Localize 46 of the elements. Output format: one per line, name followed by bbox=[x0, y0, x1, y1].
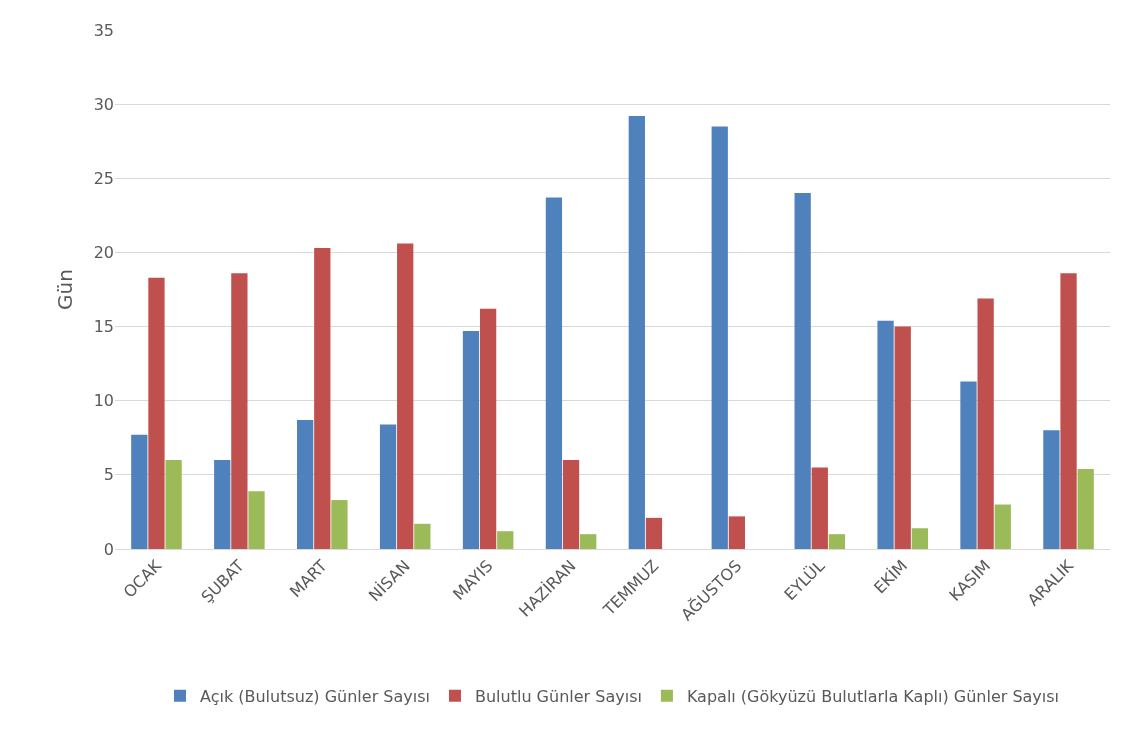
bar bbox=[628, 116, 645, 549]
y-tick-label: 35 bbox=[93, 20, 114, 40]
y-tick-label: 15 bbox=[93, 317, 114, 337]
bar bbox=[1043, 430, 1060, 549]
bar bbox=[811, 467, 828, 549]
bar bbox=[331, 500, 348, 549]
y-tick-label: 0 bbox=[103, 539, 114, 559]
bar bbox=[794, 193, 811, 549]
y-tick-label: 10 bbox=[93, 391, 114, 411]
bar bbox=[960, 381, 977, 549]
bar bbox=[728, 516, 746, 549]
bar bbox=[462, 331, 480, 549]
bar bbox=[214, 460, 231, 549]
y-axis-title: Gün bbox=[53, 269, 78, 310]
bar bbox=[231, 273, 248, 549]
y-tick-label: 25 bbox=[93, 168, 114, 188]
bar bbox=[562, 460, 580, 549]
bar bbox=[248, 491, 265, 549]
bar bbox=[379, 424, 397, 549]
bar bbox=[580, 534, 597, 549]
legend-label: Bulutlu Günler Sayısı bbox=[474, 686, 642, 706]
legend-label: Açık (Bulutsuz) Günler Sayısı bbox=[200, 686, 430, 706]
bar bbox=[479, 308, 497, 549]
bar bbox=[977, 298, 994, 549]
bar bbox=[314, 247, 331, 549]
bar bbox=[1060, 273, 1077, 549]
bar bbox=[711, 126, 728, 549]
bar bbox=[645, 517, 663, 549]
bar bbox=[131, 434, 148, 549]
y-tick-label: 5 bbox=[103, 465, 114, 485]
bar bbox=[545, 197, 563, 549]
y-tick-label: 30 bbox=[93, 94, 114, 114]
bar bbox=[497, 531, 514, 549]
bar bbox=[877, 320, 894, 549]
bar bbox=[828, 534, 846, 549]
bar bbox=[911, 528, 928, 549]
bar bbox=[297, 419, 314, 549]
bar bbox=[1077, 468, 1094, 549]
legend-label: Kapalı (Gökyüzü Bulutlarla Kaplı) Günler Sayısı bbox=[686, 686, 1060, 706]
bar bbox=[165, 460, 182, 549]
bar bbox=[397, 243, 414, 549]
y-tick-label: 20 bbox=[93, 243, 114, 263]
bar bbox=[894, 326, 911, 549]
bar bbox=[148, 277, 165, 549]
bar bbox=[994, 504, 1011, 549]
bar bbox=[414, 523, 431, 549]
